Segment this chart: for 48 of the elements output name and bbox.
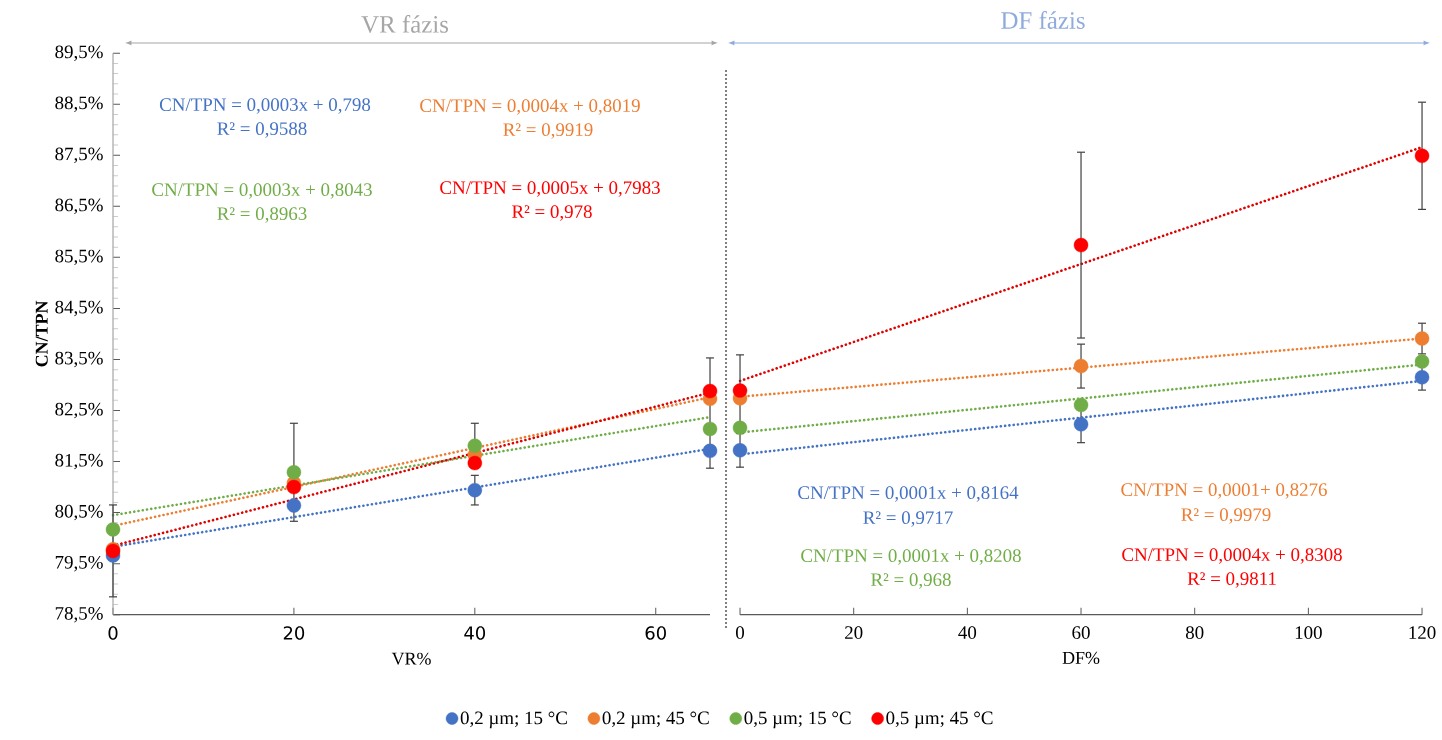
x-tick-label: 40: [464, 626, 486, 640]
y-tick-label: 82,5%: [55, 402, 103, 419]
y-tick-label: 84,5%: [55, 300, 103, 317]
x-axis-title: DF%: [1062, 651, 1100, 664]
x-tick-label: 120: [1409, 626, 1436, 639]
annotation: CN/TPN = 0,0001x + 0,8208: [801, 549, 1021, 565]
x-axis-title: VR%: [391, 652, 431, 665]
x-tick-label: 40: [958, 626, 977, 639]
legend-label: 0,2 µm; 45 °C: [602, 711, 709, 729]
annotation: CN/TPN = 0,0004x + 0,8019: [420, 99, 640, 115]
y-tick-label: 87,5%: [55, 147, 103, 164]
annotation: CN/TPN = 0,0003x + 0,8043: [152, 183, 372, 199]
y-tick-label: 81,5%: [55, 453, 103, 470]
annotation: R² = 0,8963: [217, 207, 307, 223]
x-tick-label: 20: [845, 626, 863, 639]
annotation: R² = 0,9717: [863, 511, 953, 527]
y-tick-label: 78,5%: [55, 606, 103, 623]
y-tick-label: 86,5%: [55, 198, 103, 215]
x-tick-label: 0: [108, 626, 118, 640]
y-tick-label: 83,5%: [55, 351, 103, 368]
y-axis-title: CN/TPN: [35, 300, 48, 367]
x-tick-label: 60: [645, 626, 666, 640]
text: DF fázis: [1001, 11, 1085, 29]
annotation: R² = 0,968: [871, 573, 951, 589]
text: VR fázis: [361, 15, 449, 33]
y-tick-label: 80,5%: [55, 504, 103, 521]
annotation: CN/TPN = 0,0004x + 0,8308: [1122, 548, 1342, 564]
annotation: CN/TPN = 0,0001x + 0,8164: [798, 486, 1019, 502]
annotation: R² = 0,978: [512, 205, 592, 221]
x-tick-label: 20: [283, 626, 305, 640]
y-tick-label: 88,5%: [55, 96, 103, 112]
annotation: CN/TPN = 0,0003x + 0,798: [159, 98, 371, 114]
annotation: CN/TPN = 0,0005x + 0,7983: [440, 181, 660, 197]
x-tick-label: 0: [736, 626, 745, 639]
x-tick-label: 80: [1185, 626, 1204, 639]
legend-label: 0,5 µm; 15 °C: [744, 711, 851, 729]
legend-label: 0,5 µm; 45 °C: [886, 711, 993, 729]
annotation: CN/TPN = 0,0001+ 0,8276: [1121, 483, 1327, 499]
annotation: R² = 0,9919: [503, 123, 593, 139]
x-tick-label: 100: [1295, 626, 1322, 639]
x-tick-label: 60: [1072, 626, 1090, 639]
annotation: R² = 0,9811: [1187, 572, 1276, 588]
y-tick-label: 79,5%: [55, 555, 103, 572]
legend-label: 0,2 µm; 15 °C: [460, 711, 567, 729]
annotation: R² = 0,9979: [1181, 508, 1271, 524]
y-tick-label: 85,5%: [55, 249, 103, 266]
annotation: R² = 0,9588: [217, 122, 307, 138]
y-tick-label: 89,5%: [55, 45, 103, 61]
